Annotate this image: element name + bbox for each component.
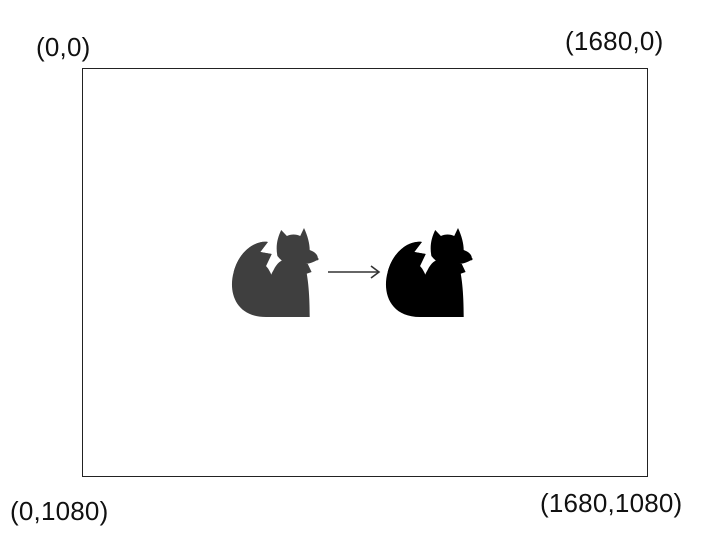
transition-arrow-icon <box>328 265 381 279</box>
corner-label-bottom-left: (0,1080) <box>10 496 109 526</box>
fox-sprite-active-icon <box>385 228 473 317</box>
corner-label-top-right: (1680,0) <box>565 26 664 56</box>
corner-label-bottom-right: (1680,1080) <box>540 488 683 518</box>
fox-sprite-faded-icon <box>231 228 319 317</box>
corner-label-top-left: (0,0) <box>36 32 91 62</box>
